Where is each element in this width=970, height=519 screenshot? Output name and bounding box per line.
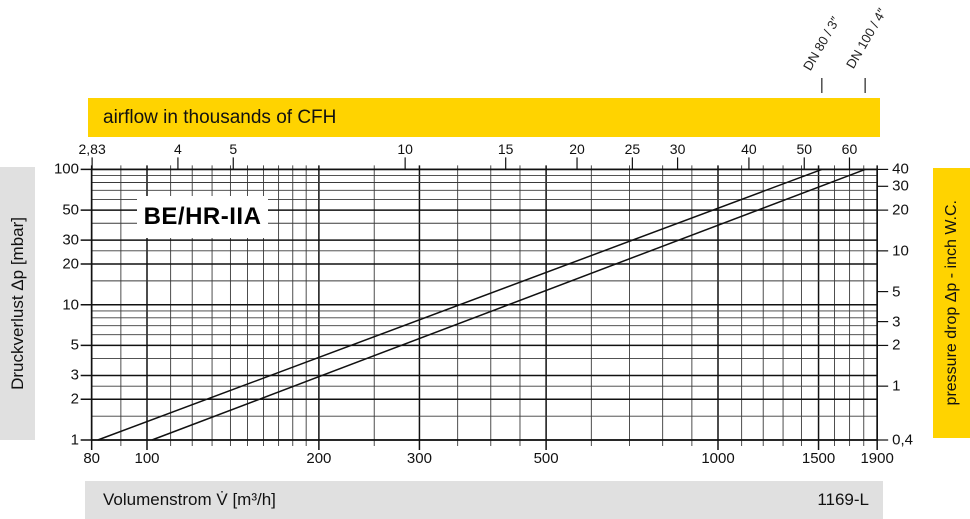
y-right-tick-label-3: 3 bbox=[892, 313, 901, 331]
x-top-tick-label-2_83: 2,83 bbox=[78, 141, 106, 157]
x-tick-label-1500: 1500 bbox=[801, 450, 836, 467]
y-right-tick-label-5: 5 bbox=[892, 283, 901, 301]
y-left-tick-label-100: 100 bbox=[53, 160, 79, 178]
y-right-tick-label-10: 10 bbox=[892, 242, 909, 260]
x-top-tick-label-25: 25 bbox=[624, 141, 641, 157]
x-top-tick-label-15: 15 bbox=[497, 141, 514, 157]
curve-dn100 bbox=[151, 168, 866, 441]
y-right-tick-label-0_4: 0,4 bbox=[892, 431, 914, 449]
model-label: BE/HR-IIA bbox=[143, 203, 262, 230]
x-top-tick-label-20: 20 bbox=[569, 141, 585, 157]
y-right-tick-label-20: 20 bbox=[892, 201, 909, 219]
x-top-tick-label-10: 10 bbox=[397, 141, 413, 157]
y-left-tick-label-30: 30 bbox=[62, 231, 79, 249]
x-tick-label-100: 100 bbox=[134, 450, 160, 467]
x-top-tick-label-5: 5 bbox=[229, 141, 238, 157]
y-axis-right-title: pressure drop Δp - inch W.C. bbox=[942, 200, 960, 406]
y-left-tick-label-3: 3 bbox=[70, 366, 79, 384]
y-left-tick-label-10: 10 bbox=[62, 296, 79, 314]
y-left-tick-label-5: 5 bbox=[70, 336, 79, 354]
curve-dn80 bbox=[97, 168, 823, 441]
x-tick-label-1000: 1000 bbox=[701, 450, 735, 467]
y-right-tick-label-1: 1 bbox=[892, 377, 901, 395]
right-axis-title-bar: pressure drop Δp - inch W.C. bbox=[933, 168, 970, 438]
x-top-tick-label-40: 40 bbox=[741, 141, 757, 157]
x-tick-label-80: 80 bbox=[83, 450, 100, 467]
model-label-box: BE/HR-IIA bbox=[137, 196, 268, 238]
x-top-tick-label-60: 60 bbox=[841, 141, 858, 157]
bottom-axis-title-bar: Volumenstrom V̇ [m³/h] 1169-L bbox=[85, 481, 883, 519]
airflow-banner: airflow in thousands of CFH bbox=[88, 98, 880, 137]
y-axis-left-title: Druckverlust Δp [mbar] bbox=[7, 217, 27, 390]
plot-border bbox=[90, 168, 878, 441]
x-top-tick-label-30: 30 bbox=[669, 141, 686, 157]
document-number: 1169-L bbox=[817, 490, 869, 509]
y-left-tick-label-1: 1 bbox=[70, 431, 79, 449]
x-tick-label-500: 500 bbox=[533, 450, 559, 467]
y-right-tick-label-30: 30 bbox=[892, 177, 909, 195]
y-left-tick-label-20: 20 bbox=[62, 255, 79, 273]
x-top-tick-label-50: 50 bbox=[796, 141, 813, 157]
airflow-banner-label: airflow in thousands of CFH bbox=[103, 106, 337, 128]
y-right-tick-label-2: 2 bbox=[892, 336, 901, 354]
x-axis-title: Volumenstrom V̇ [m³/h] bbox=[103, 490, 276, 509]
y-left-tick-label-2: 2 bbox=[70, 390, 79, 408]
x-tick-label-1900: 1900 bbox=[860, 450, 894, 467]
left-axis-title-bar: Druckverlust Δp [mbar] bbox=[0, 167, 35, 440]
y-left-tick-label-50: 50 bbox=[62, 201, 79, 219]
x-tick-label-300: 300 bbox=[406, 450, 432, 467]
x-top-tick-label-4: 4 bbox=[174, 141, 182, 157]
x-tick-label-200: 200 bbox=[306, 450, 332, 467]
y-right-tick-label-40: 40 bbox=[892, 160, 909, 178]
